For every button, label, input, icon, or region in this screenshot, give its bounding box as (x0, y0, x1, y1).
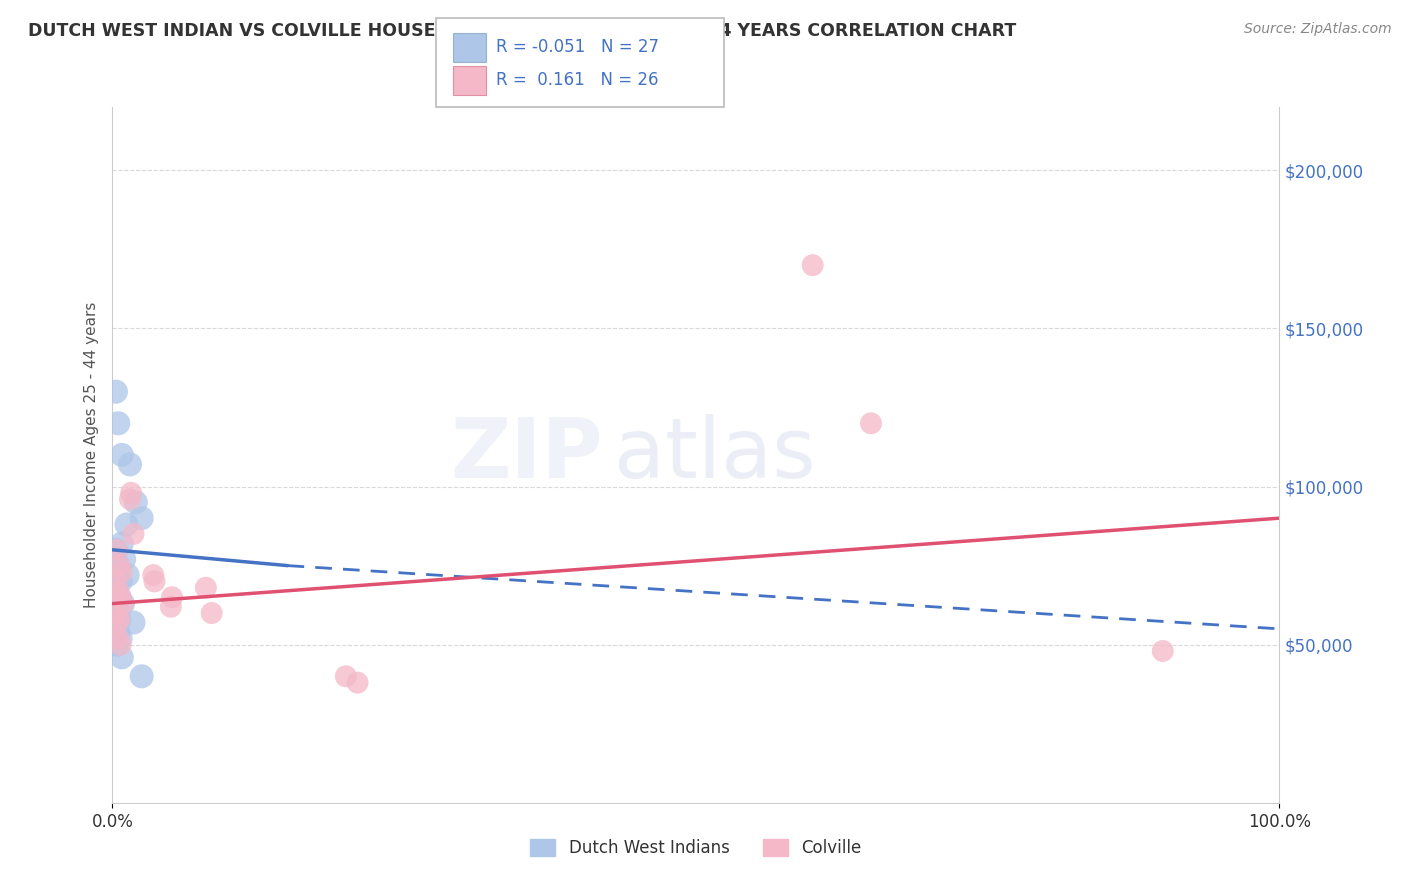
Point (111, 536, 134, 550)
Point (108, 591, 131, 605)
Point (104, 618, 127, 632)
Point (111, 597, 134, 611)
Point (107, 558, 129, 573)
Point (801, 258, 824, 272)
Point (104, 542, 127, 557)
Point (115, 517, 138, 532)
Point (160, 599, 183, 614)
Point (112, 552, 135, 566)
Point (117, 568, 139, 582)
Text: R = -0.051   N = 27: R = -0.051 N = 27 (496, 38, 659, 56)
Point (860, 417, 883, 431)
Point (104, 384, 127, 399)
Point (104, 581, 127, 595)
Point (107, 417, 129, 431)
Point (201, 606, 224, 620)
Point (105, 565, 128, 579)
Y-axis label: Householder Income Ages 25 - 44 years: Householder Income Ages 25 - 44 years (83, 301, 98, 608)
Point (120, 486, 142, 500)
Point (110, 632, 132, 646)
Point (110, 574, 132, 589)
Point (110, 591, 132, 605)
Point (131, 669, 153, 683)
Point (111, 597, 134, 611)
Point (122, 527, 145, 541)
Text: ZIP: ZIP (450, 415, 603, 495)
Point (194, 581, 217, 595)
Point (131, 511, 153, 525)
Point (108, 558, 131, 573)
Text: R =  0.161   N = 26: R = 0.161 N = 26 (496, 71, 659, 89)
Point (111, 448, 134, 462)
Point (160, 591, 183, 605)
Point (107, 625, 129, 640)
Point (1152, 644, 1174, 658)
Point (111, 650, 134, 665)
Point (105, 606, 128, 620)
Point (107, 632, 129, 646)
Point (125, 495, 148, 509)
Point (110, 638, 132, 652)
Point (346, 675, 368, 690)
Text: Source: ZipAtlas.com: Source: ZipAtlas.com (1244, 22, 1392, 37)
Point (118, 458, 141, 472)
Point (143, 574, 166, 589)
Point (118, 492, 141, 507)
Point (105, 542, 128, 557)
Point (335, 669, 357, 683)
Point (142, 568, 165, 582)
Point (104, 549, 127, 563)
Point (111, 565, 134, 579)
Text: atlas: atlas (614, 415, 815, 495)
Point (104, 574, 127, 589)
Point (108, 612, 131, 626)
Point (107, 583, 129, 598)
Point (105, 638, 128, 652)
Point (122, 615, 145, 630)
Legend: Dutch West Indians, Colville: Dutch West Indians, Colville (524, 832, 868, 864)
Point (104, 618, 127, 632)
Text: DUTCH WEST INDIAN VS COLVILLE HOUSEHOLDER INCOME AGES 25 - 44 YEARS CORRELATION : DUTCH WEST INDIAN VS COLVILLE HOUSEHOLDE… (28, 22, 1017, 40)
Point (108, 612, 131, 626)
Point (105, 606, 128, 620)
